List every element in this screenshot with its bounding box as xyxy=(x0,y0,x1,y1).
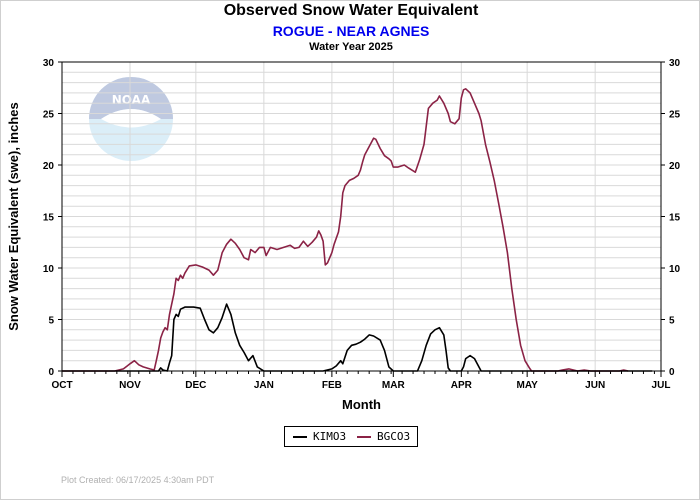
y-tick-label-right: 30 xyxy=(669,58,681,69)
x-axis-label: Month xyxy=(342,397,381,412)
y-tick-label-left: 25 xyxy=(43,110,55,121)
y-tick-label-left: 30 xyxy=(43,58,55,69)
x-tick-label: JUL xyxy=(652,380,671,391)
y-axis-label: Snow Water Equivalent (swe), inches xyxy=(6,102,21,331)
axis-ticks: 0 0 5 5 10 10 15 15 20 20 25 25 30 30 OCT NOV DEC JAN FEB M… xyxy=(43,58,681,391)
x-tick-label: DEC xyxy=(185,380,206,391)
legend-swatch-kimo3 xyxy=(293,436,307,438)
x-tick-label: APR xyxy=(451,380,473,391)
series-layer xyxy=(62,88,653,372)
water-year-label: Water Year 2025 xyxy=(309,41,393,53)
y-tick-label-left: 15 xyxy=(43,213,55,224)
noaa-logo-icon: NOAA xyxy=(89,77,173,161)
y-tick-label-right: 5 xyxy=(669,316,675,327)
x-tick-label: FEB xyxy=(322,380,342,391)
noaa-watermark-text: NOAA xyxy=(112,93,151,107)
y-tick-label-right: 25 xyxy=(669,110,681,121)
x-tick-label: JUN xyxy=(585,380,605,391)
series-line-bgco3 xyxy=(62,88,629,372)
series-line-kimo3 xyxy=(62,303,653,372)
station-subtitle: ROGUE - NEAR AGNES xyxy=(272,23,430,39)
x-tick-label: OCT xyxy=(51,380,72,391)
plot-created-note: Plot Created: 06/17/2025 4:30am PDT xyxy=(61,475,215,485)
y-tick-label-right: 10 xyxy=(669,264,681,275)
y-tick-label-left: 20 xyxy=(43,161,55,172)
chart-title: Observed Snow Water Equivalent xyxy=(223,2,479,19)
y-tick-label-left: 0 xyxy=(48,367,54,378)
y-tick-label-right: 20 xyxy=(669,161,681,172)
y-tick-label-right: 15 xyxy=(669,213,681,224)
legend: KIMO3 BGCO3 xyxy=(284,426,418,447)
legend-label-kimo3: KIMO3 xyxy=(313,430,347,443)
x-tick-label: NOV xyxy=(119,380,141,391)
legend-label-bgco3: BGCO3 xyxy=(377,430,411,443)
y-tick-label-right: 0 xyxy=(669,367,675,378)
x-tick-label: MAY xyxy=(517,380,539,391)
y-tick-label-left: 10 xyxy=(43,264,55,275)
x-tick-label: MAR xyxy=(382,380,406,391)
y-tick-label-left: 5 xyxy=(48,316,54,327)
x-tick-label: JAN xyxy=(254,380,274,391)
legend-swatch-bgco3 xyxy=(357,436,371,438)
